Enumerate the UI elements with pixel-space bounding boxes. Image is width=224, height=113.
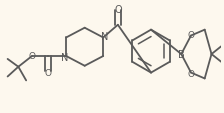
Text: N: N (61, 53, 69, 62)
Text: B: B (178, 50, 185, 60)
Text: O: O (187, 69, 194, 78)
Text: O: O (44, 68, 51, 77)
Text: N: N (101, 32, 108, 42)
Text: O: O (28, 51, 35, 60)
Text: O: O (187, 31, 194, 40)
Text: O: O (114, 5, 122, 15)
